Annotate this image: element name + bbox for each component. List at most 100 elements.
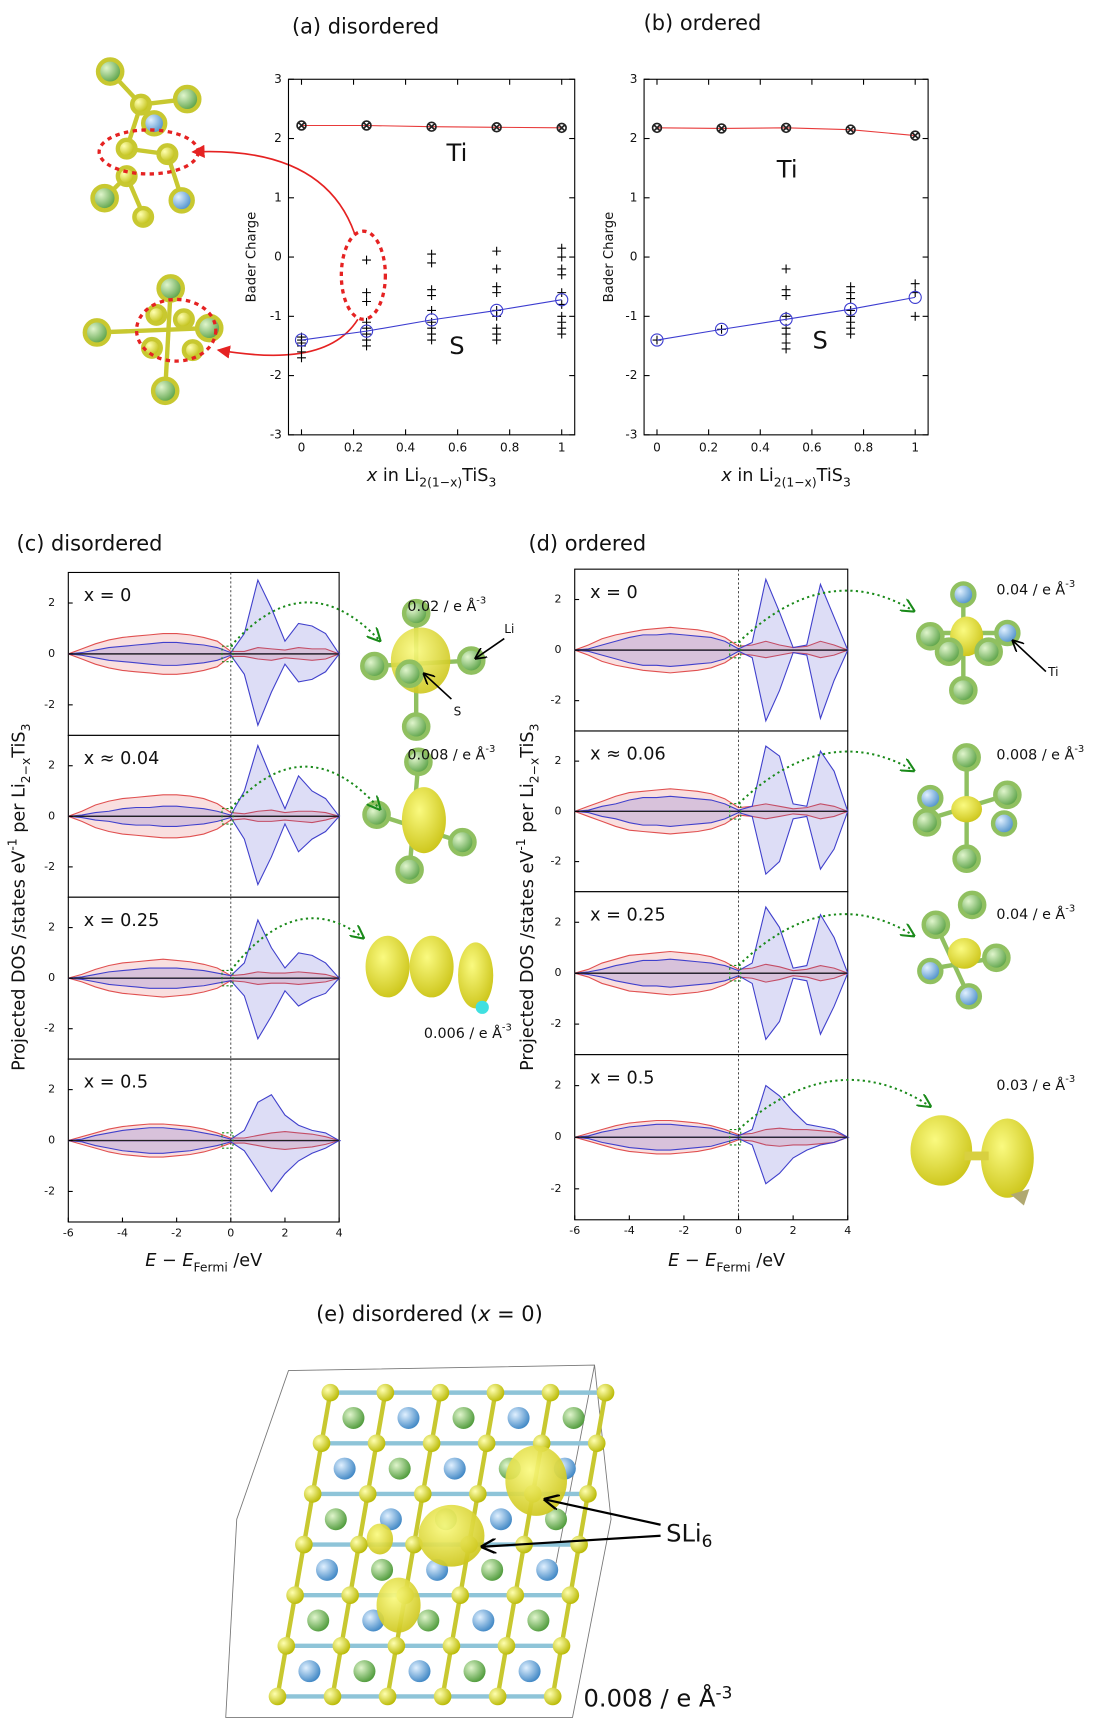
text-part: -1: [6, 838, 20, 850]
site-charge: [492, 336, 501, 345]
atom-li: [397, 662, 421, 686]
atom-s: [134, 208, 152, 226]
site-charge: [782, 345, 791, 354]
text-part: 2−x: [527, 758, 541, 783]
y-tick-label: 0: [48, 971, 55, 984]
y-tick-label: -2: [551, 855, 562, 868]
x-tick-label: 0.4: [396, 440, 416, 454]
chart-title: (a) disordered: [292, 15, 439, 39]
atom-s: [570, 1536, 588, 1554]
series-label: S: [813, 326, 828, 354]
x-tick-label: 1: [558, 440, 566, 454]
atom-s: [443, 1637, 461, 1655]
text-part: /eV: [228, 1251, 262, 1271]
x-tick-label: 0: [227, 1226, 234, 1239]
atom-s: [388, 1637, 406, 1655]
atom-li: [955, 847, 979, 871]
site-charge: [427, 259, 436, 268]
atom-ti: [536, 1559, 558, 1581]
text-part: TiS: [518, 731, 538, 758]
atom-label: Li: [504, 622, 514, 636]
atom-li: [915, 810, 939, 834]
structure-cluster-1: [93, 59, 200, 225]
atom-s: [368, 1434, 386, 1452]
y-tick-label: -1: [270, 309, 282, 323]
text-part: in Li: [377, 466, 419, 486]
panel-annotation: x = 0.5: [590, 1068, 654, 1088]
text-part: 0.008 / e Å: [996, 747, 1074, 764]
y-tick-label: -2: [551, 694, 562, 707]
atom-ti: [316, 1559, 338, 1581]
panel-title: (e) disordered (x = 0): [316, 1302, 543, 1326]
site-charge: [846, 330, 855, 339]
atom-s: [469, 1485, 487, 1503]
y-tick-label: 0: [630, 250, 638, 264]
atom-s: [544, 1688, 562, 1706]
atom-s: [414, 1485, 432, 1503]
atom-s: [579, 1485, 597, 1503]
site-charge: [782, 291, 791, 300]
isosurface-level: 0.008 / e Å-3: [584, 1683, 733, 1713]
y-tick-label: 1: [274, 190, 282, 204]
bond: [97, 328, 209, 332]
text-part: 6: [702, 1531, 713, 1551]
text-part: 3: [19, 724, 33, 732]
x-tick-label: 0.8: [500, 440, 519, 454]
atom-label: Ti: [1047, 665, 1058, 679]
atom-s: [423, 1434, 441, 1452]
structure-d3: [910, 1115, 1033, 1205]
atom-label: S: [454, 705, 462, 719]
text-part: x: [477, 1302, 491, 1326]
y-tick-label: 2: [48, 1083, 55, 1096]
y-tick-label: 2: [555, 915, 562, 928]
cap: [476, 1001, 489, 1014]
text-part: = 0): [490, 1302, 542, 1326]
site-charge: [557, 270, 566, 279]
y-tick-label: -2: [551, 1017, 562, 1030]
site-charge: [557, 244, 566, 253]
site-charge: [782, 330, 791, 339]
atom-s: [434, 1688, 452, 1706]
atom-s: [324, 1688, 342, 1706]
atom-li: [977, 640, 1001, 664]
site-charge: [492, 247, 501, 256]
atom-s: [132, 96, 150, 114]
atom-s: [295, 1536, 313, 1554]
atom-li: [397, 858, 421, 882]
text-part: per Li: [9, 783, 29, 838]
y-tick-label: -3: [270, 427, 282, 441]
text-part: -3: [1065, 1074, 1075, 1085]
page: Bader charge and projected DOS of Li2(1-…: [0, 0, 1101, 1724]
isosurface: [377, 1578, 421, 1633]
atom-ti: [334, 1458, 356, 1480]
atom-s: [148, 306, 166, 324]
atom-s: [562, 1586, 580, 1604]
text-part: 3: [843, 476, 851, 490]
pointer-arrow: [476, 639, 505, 659]
atom-s: [597, 1384, 615, 1402]
text-part: 0.04 / e Å: [996, 581, 1065, 598]
y-tick-label: 0: [555, 804, 562, 817]
isosurface: [402, 787, 446, 853]
x-tick-label: -4: [624, 1224, 635, 1237]
panel-annotation: x = 0: [590, 583, 638, 603]
y-tick-label: 2: [48, 596, 55, 609]
atom-s: [478, 1434, 496, 1452]
atom-ti: [996, 622, 1018, 644]
x-tick-label: 0: [735, 1224, 742, 1237]
site-charge: [492, 288, 501, 297]
x-tick-label: -2: [678, 1224, 689, 1237]
site-charge: [557, 288, 566, 297]
text-part: −: [156, 1251, 182, 1271]
x-tick-label: 4: [336, 1226, 343, 1239]
y-tick-label: -2: [44, 860, 55, 873]
atom-s: [498, 1637, 516, 1655]
highlight-ellipse: [341, 231, 385, 319]
atom-li: [389, 1458, 411, 1480]
structure-c0: [362, 601, 483, 739]
text-part: 0.008 / e Å: [584, 1683, 716, 1712]
atom-ti: [397, 1407, 419, 1429]
atom-ti: [958, 985, 980, 1007]
atom-ti: [444, 1458, 466, 1480]
panel-title: (c) disordered: [17, 531, 163, 555]
